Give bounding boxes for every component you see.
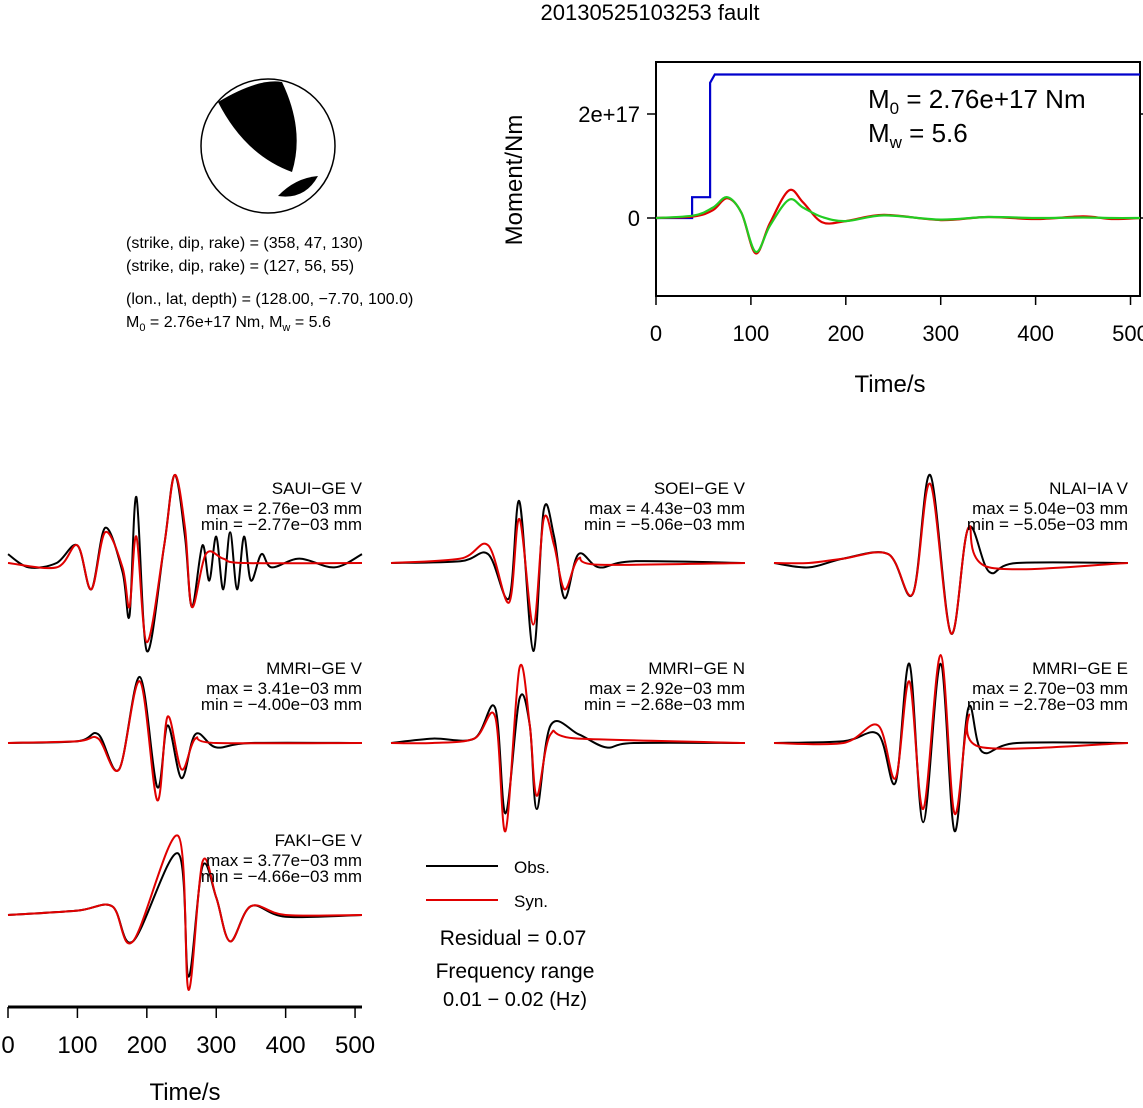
trace-synthetic bbox=[7, 680, 363, 802]
station-max: max = 2.70e−03 mm bbox=[972, 679, 1128, 698]
station-min: min = −4.66e−03 mm bbox=[201, 867, 362, 886]
station-name: SOEI−GE V bbox=[654, 479, 746, 498]
waveform-x-tick-label: 0 bbox=[1, 1032, 14, 1059]
location-text: (lon., lat, depth) = (128.00, −7.70, 100… bbox=[126, 291, 413, 308]
station-max: max = 3.41e−03 mm bbox=[206, 679, 362, 698]
moment-x-ticks: 0 100 200 300 400 500 bbox=[650, 296, 1143, 346]
figure-title: 20130525103253 fault bbox=[541, 0, 760, 25]
station-min: min = −2.78e−03 mm bbox=[967, 695, 1128, 714]
moment-x-axis-label: Time/s bbox=[854, 371, 925, 398]
moment-panel: 0 100 200 300 400 500 0 2e+17 Time/s Moment/Nm… bbox=[501, 61, 1143, 398]
legend: Obs. Syn. bbox=[426, 858, 550, 911]
trace-synthetic bbox=[390, 663, 746, 833]
moment-series-source bbox=[655, 196, 1141, 253]
moment-panel-frame bbox=[655, 61, 1141, 297]
moment-y-tick-label: 2e+17 bbox=[578, 102, 640, 127]
moment-text: M0 = 2.76e+17 Nm, Mw = 5.6 bbox=[126, 314, 331, 334]
station-name: MMRI−GE N bbox=[648, 659, 745, 678]
waveform-x-tick-label: 400 bbox=[266, 1032, 306, 1059]
trace-synthetic bbox=[773, 482, 1129, 635]
legend-obs-label: Obs. bbox=[514, 858, 550, 877]
beachball-compression-quadrant-2 bbox=[278, 176, 318, 197]
waveform-x-tick-label: 100 bbox=[57, 1032, 97, 1059]
moment-x-tick-label: 200 bbox=[827, 321, 864, 346]
station-name: MMRI−GE V bbox=[266, 659, 363, 678]
residual-text: Residual = 0.07 bbox=[440, 927, 587, 950]
station-min: min = −5.06e−03 mm bbox=[584, 515, 745, 534]
plane-1-text: (strike, dip, rake) = (358, 47, 130) bbox=[126, 235, 363, 252]
legend-syn-label: Syn. bbox=[514, 892, 548, 911]
station-max: max = 2.76e−03 mm bbox=[206, 499, 362, 518]
station-max: max = 5.04e−03 mm bbox=[972, 499, 1128, 518]
station-min: min = −2.68e−03 mm bbox=[584, 695, 745, 714]
moment-series-moment bbox=[656, 73, 1140, 220]
frequency-range-value: 0.01 − 0.02 (Hz) bbox=[443, 989, 587, 1011]
station-name: SAUI−GE V bbox=[272, 479, 363, 498]
station-max: max = 2.92e−03 mm bbox=[589, 679, 745, 698]
moment-x-tick-label: 100 bbox=[733, 321, 770, 346]
station-name: MMRI−GE E bbox=[1032, 659, 1128, 678]
moment-mw-annotation: Mw = 5.6 bbox=[868, 118, 968, 152]
trace-synthetic bbox=[390, 514, 746, 626]
moment-x-tick-label: 500 bbox=[1112, 321, 1143, 346]
mechanism-info: (strike, dip, rake) = (358, 47, 130) (st… bbox=[126, 235, 413, 334]
station-name: NLAI−IA V bbox=[1049, 479, 1129, 498]
moment-m0-annotation: M0 = 2.76e+17 Nm bbox=[868, 84, 1086, 118]
moment-x-tick-label: 300 bbox=[922, 321, 959, 346]
station-min: min = −2.77e−03 mm bbox=[201, 515, 362, 534]
station-min: min = −4.00e−03 mm bbox=[201, 695, 362, 714]
station-max: max = 3.77e−03 mm bbox=[206, 851, 362, 870]
waveform-x-tick-label: 200 bbox=[127, 1032, 167, 1059]
beachball-compression-quadrant bbox=[218, 81, 297, 172]
moment-x-tick-label: 400 bbox=[1017, 321, 1054, 346]
waveform-x-tick-label: 300 bbox=[196, 1032, 236, 1059]
trace-synthetic bbox=[773, 653, 1129, 815]
waveform-x-axis: 0 100 200 300 400 500 bbox=[1, 1005, 375, 1059]
moment-y-tick-label: 0 bbox=[628, 206, 640, 231]
trace-synthetic bbox=[7, 834, 363, 991]
plane-2-text: (strike, dip, rake) = (127, 56, 55) bbox=[126, 258, 354, 275]
frequency-range-label: Frequency range bbox=[436, 960, 595, 983]
moment-y-axis-label: Moment/Nm bbox=[501, 115, 528, 246]
station-min: min = −5.05e−03 mm bbox=[967, 515, 1128, 534]
trace-synthetic bbox=[7, 473, 363, 644]
station-name: FAKI−GE V bbox=[275, 831, 363, 850]
beachball bbox=[200, 78, 336, 214]
moment-x-tick-label: 0 bbox=[650, 321, 662, 346]
waveform-x-tick-label: 500 bbox=[335, 1032, 375, 1059]
moment-curves bbox=[655, 73, 1141, 255]
station-max: max = 4.43e−03 mm bbox=[589, 499, 745, 518]
moment-y-ticks: 0 2e+17 bbox=[578, 102, 1143, 231]
waveform-x-axis-label: Time/s bbox=[149, 1079, 220, 1103]
